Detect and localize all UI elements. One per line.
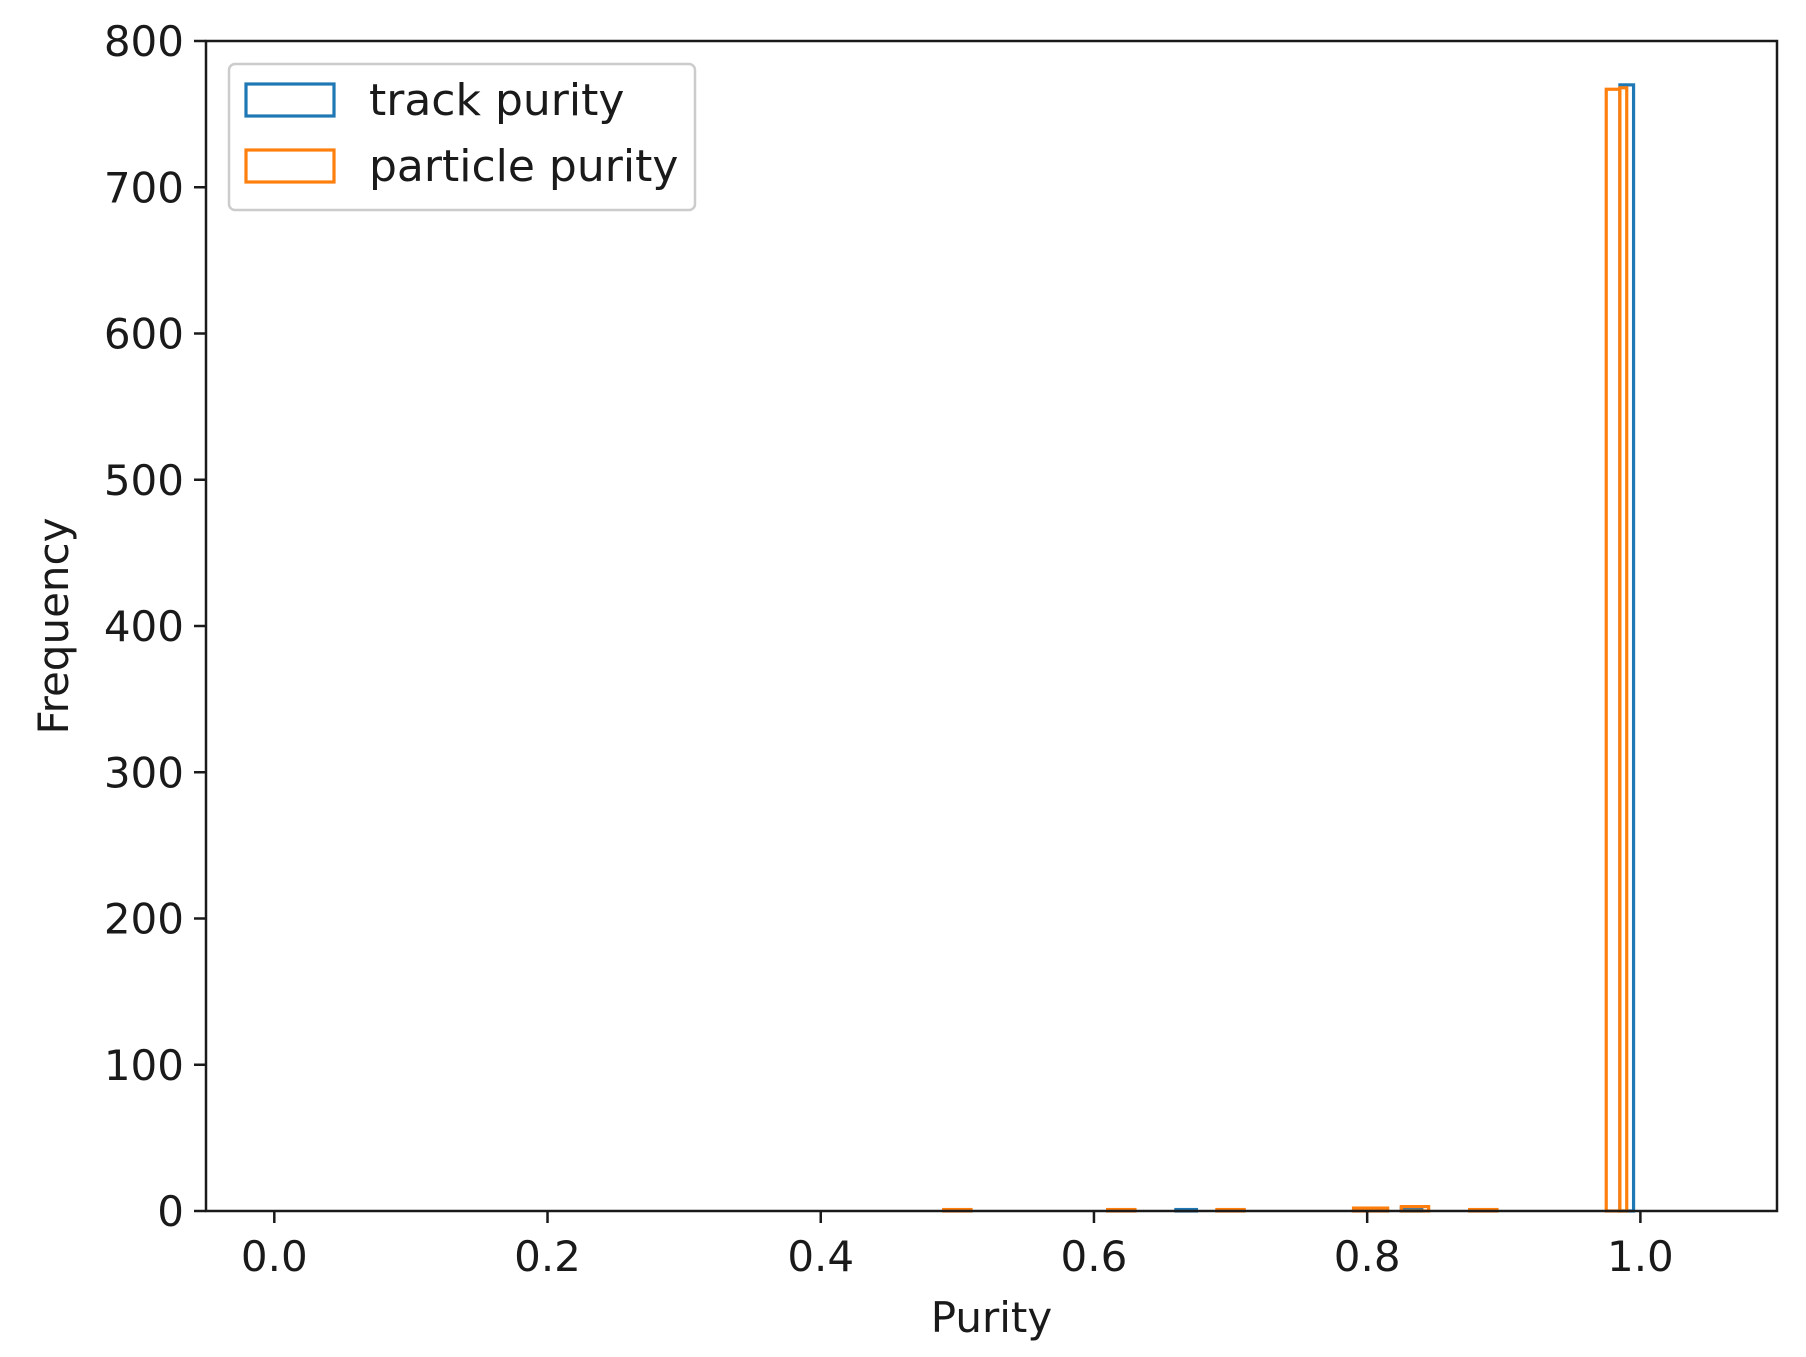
x-axis-ticks: 0.0 0.2 0.4 0.6 0.8 1.0 <box>241 1211 1674 1281</box>
y-axis-ticks: 0 100 200 300 400 500 600 700 800 <box>104 17 206 1236</box>
legend-box <box>227 62 697 212</box>
x-tick-label: 0.6 <box>1061 1232 1128 1281</box>
y-tick-label: 600 <box>104 310 184 359</box>
x-tick-label: 0.4 <box>787 1232 854 1281</box>
y-tick-label: 300 <box>104 748 184 797</box>
y-tick-label: 400 <box>104 602 184 651</box>
y-tick-label: 0 <box>157 1187 184 1236</box>
y-tick-label: 500 <box>104 456 184 505</box>
y-tick-label: 700 <box>104 163 184 212</box>
legend-label: particle purity <box>369 141 678 192</box>
y-tick-label: 200 <box>104 895 184 944</box>
y-tick-label: 800 <box>104 17 184 66</box>
x-tick-label: 1.0 <box>1607 1232 1674 1281</box>
x-tick-label: 0.8 <box>1334 1232 1401 1281</box>
legend-label: track purity <box>369 75 624 126</box>
x-axis-label: Purity <box>931 1293 1052 1342</box>
x-tick-label: 0.2 <box>514 1232 581 1281</box>
x-tick-label: 0.0 <box>241 1232 308 1281</box>
legend: track purity particle purity <box>227 62 697 212</box>
y-tick-label: 100 <box>104 1041 184 1090</box>
legend-swatch <box>244 148 336 184</box>
y-axis-label: Frequency <box>29 518 78 735</box>
legend-swatch <box>244 82 336 118</box>
